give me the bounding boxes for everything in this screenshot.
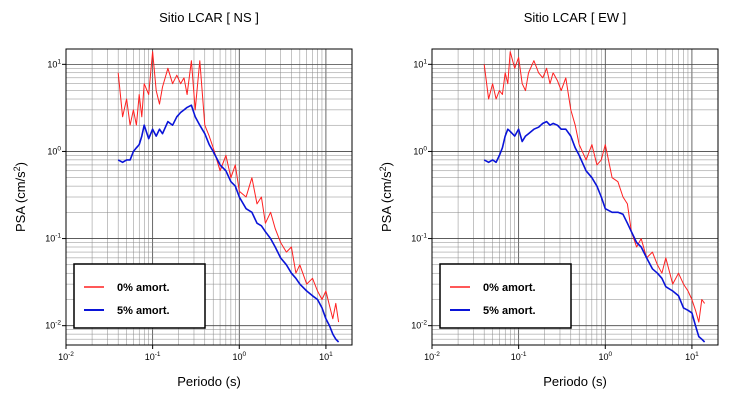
x-tick-label: 100 <box>232 351 246 362</box>
x-tick-label: 101 <box>319 351 333 362</box>
y-axis-label-main: PSA (cm/s <box>13 171 28 232</box>
tick-base: 10 <box>424 352 434 362</box>
tick-exponent: 1 <box>423 58 427 65</box>
y-tick-label: 10-1 <box>411 233 427 244</box>
tick-base: 10 <box>319 352 329 362</box>
tick-exponent: 0 <box>57 145 61 152</box>
plot-area <box>117 51 340 343</box>
tick-exponent: 1 <box>695 351 699 358</box>
y-axis-label-main: PSA (cm/s <box>379 171 394 232</box>
x-tick-label: 10-2 <box>58 351 74 362</box>
tick-exponent: 1 <box>329 351 333 358</box>
x-tick-label: 10-1 <box>511 351 527 362</box>
y-axis-label-sup: 2 <box>378 166 388 171</box>
y-tick-label: 10-2 <box>45 320 61 331</box>
y-axis-label-close: ) <box>13 162 28 166</box>
tick-base: 10 <box>685 352 695 362</box>
plot-area <box>483 51 706 343</box>
chart-title: Sitio LCAR [ NS ] <box>159 10 259 25</box>
tick-base: 10 <box>58 352 68 362</box>
y-tick-label: 101 <box>47 58 61 69</box>
y-tick-label: 100 <box>47 145 61 156</box>
tick-exponent: -1 <box>55 233 61 240</box>
legend: 0% amort. 5% amort. <box>73 263 206 329</box>
tick-exponent: 0 <box>608 351 612 358</box>
series-line-5pct-damping <box>483 120 706 343</box>
tick-base: 10 <box>413 146 423 156</box>
tick-exponent: -1 <box>155 351 161 358</box>
plot-frame <box>65 48 353 346</box>
x-tick-labels: 10-2 10-1 100 101 <box>58 345 333 362</box>
tick-exponent: -2 <box>421 320 427 327</box>
legend: 0% amort. 5% amort. <box>439 263 572 329</box>
legend-box <box>439 263 572 329</box>
y-tick-label: 101 <box>413 58 427 69</box>
legend-box <box>73 263 206 329</box>
tick-exponent: 0 <box>423 145 427 152</box>
legend-label-5pct: 5% amort. <box>483 305 536 317</box>
chart-panel-ew: Sitio LCAR [ EW ] 10-2 10-1 100 101 10-210-… <box>378 10 719 389</box>
x-tick-label: 10-1 <box>145 351 161 362</box>
y-axis-label-close: ) <box>379 162 394 166</box>
tick-base: 10 <box>47 59 57 69</box>
tick-base: 10 <box>598 352 608 362</box>
legend-label-0pct: 0% amort. <box>483 282 536 294</box>
tick-base: 10 <box>45 234 55 244</box>
tick-base: 10 <box>411 321 421 331</box>
series-line-5pct-damping <box>117 104 340 343</box>
tick-exponent: 0 <box>242 351 246 358</box>
x-axis-label: Periodo (s) <box>543 374 607 389</box>
tick-base: 10 <box>232 352 242 362</box>
tick-base: 10 <box>47 146 57 156</box>
tick-exponent: -2 <box>55 320 61 327</box>
x-tick-label: 10-2 <box>424 351 440 362</box>
tick-exponent: -2 <box>68 351 74 358</box>
x-tick-labels: 10-2 10-1 100 101 <box>424 345 699 362</box>
y-tick-label: 10-2 <box>411 320 427 331</box>
chart-title: Sitio LCAR [ EW ] <box>524 10 627 25</box>
y-tick-label: 100 <box>413 145 427 156</box>
series-line-0pct-damping <box>483 51 706 323</box>
legend-label-5pct: 5% amort. <box>117 305 170 317</box>
tick-base: 10 <box>413 59 423 69</box>
plot-frame <box>431 48 719 346</box>
y-tick-label: 10-1 <box>45 233 61 244</box>
tick-exponent: 1 <box>57 58 61 65</box>
chart-panel-ns: Sitio LCAR [ NS ] 10-2 10-1 100 101 10-210-… <box>12 10 353 389</box>
tick-exponent: -2 <box>434 351 440 358</box>
y-axis-label: PSA (cm/s2) <box>12 162 28 232</box>
x-axis-label: Periodo (s) <box>177 374 241 389</box>
x-tick-label: 101 <box>685 351 699 362</box>
tick-exponent: -1 <box>521 351 527 358</box>
y-axis-label: PSA (cm/s2) <box>378 162 394 232</box>
tick-exponent: -1 <box>421 233 427 240</box>
tick-base: 10 <box>411 234 421 244</box>
y-axis-label-sup: 2 <box>12 166 22 171</box>
legend-label-0pct: 0% amort. <box>117 282 170 294</box>
tick-base: 10 <box>511 352 521 362</box>
tick-base: 10 <box>145 352 155 362</box>
tick-base: 10 <box>45 321 55 331</box>
x-tick-label: 100 <box>598 351 612 362</box>
